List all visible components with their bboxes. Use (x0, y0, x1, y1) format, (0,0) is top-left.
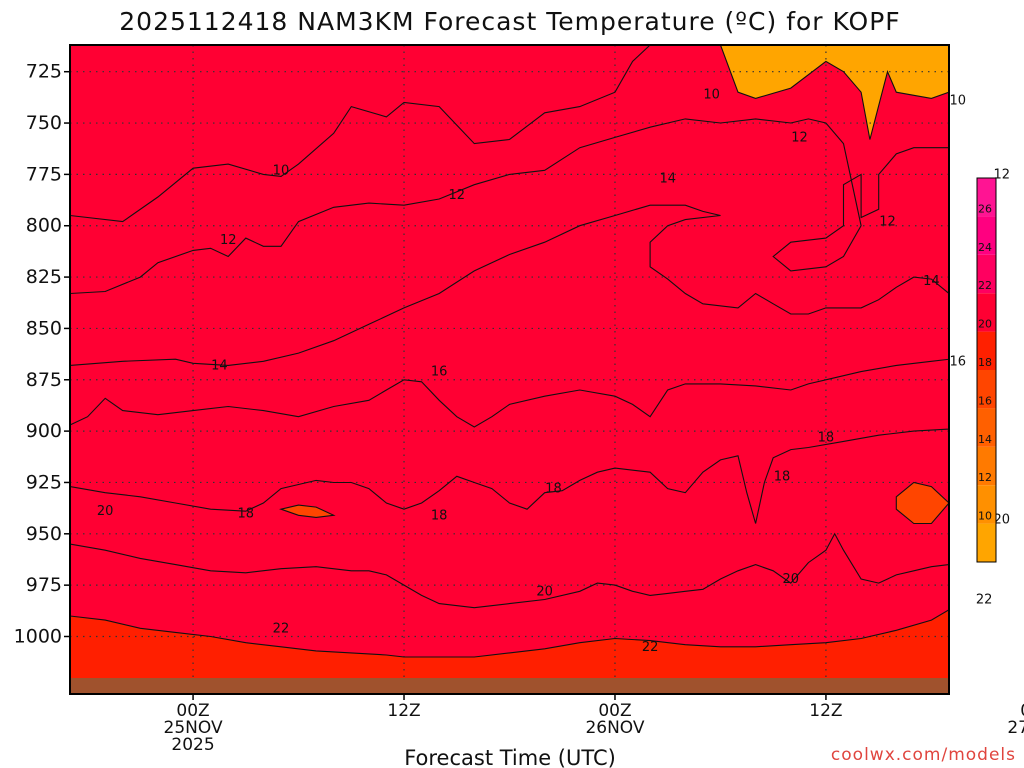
chart-title: 2025112418 NAM3KM Forecast Temperature (… (119, 7, 900, 36)
y-tick-label: 850 (26, 317, 62, 339)
colorbar-label: 10 (978, 510, 992, 523)
colorbar-band (977, 293, 996, 332)
y-tick-label: 725 (26, 61, 62, 83)
y-tick-label: 950 (26, 523, 62, 545)
colorbar-label: 26 (978, 202, 992, 215)
contour-label: 22 (976, 593, 993, 608)
colorbar-label: 18 (978, 356, 992, 369)
colorbar-band (977, 523, 996, 562)
x-axis: 00Z25NOV202512Z00Z26NOV12Z00Z27NOV (164, 694, 1024, 755)
colorbar-band (977, 254, 996, 294)
contour-label: 10 (703, 87, 720, 102)
x-tick-label: 00Z (1020, 701, 1024, 721)
contour-label: 12 (993, 167, 1010, 182)
colorbar-band (977, 178, 996, 217)
contour-label: 12 (448, 188, 465, 203)
colorbar-label: 16 (978, 394, 992, 407)
contour-label: 12 (220, 233, 237, 248)
contour-label: 22 (273, 621, 290, 636)
colorbar-band (977, 446, 996, 486)
isotherm-14 (70, 204, 949, 366)
isotherm-lines (70, 45, 949, 658)
x-axis-label: Forecast Time (UTC) (404, 746, 616, 768)
isotherm-20 (70, 532, 949, 609)
contour-label: 12 (879, 215, 896, 230)
plot-frame (69, 44, 950, 695)
contour-label: 18 (818, 430, 835, 445)
contour-label: 20 (993, 512, 1010, 527)
colorbar-band (977, 408, 996, 447)
colorbar-band (977, 485, 996, 524)
y-tick-label: 975 (26, 574, 62, 596)
contour-label: 18 (431, 508, 448, 523)
contour-label: 18 (774, 469, 791, 484)
contour-label: 10 (273, 163, 290, 178)
isotherm-10 (70, 45, 651, 223)
fill-island-18 (281, 505, 334, 518)
contour-labels: 10 10 10 12 12 12 12 12 14 14 14 16 16 18 18 18 18 18 20 20… (97, 87, 1010, 654)
isotherm-16 (70, 358, 949, 428)
y-tick-label: 900 (26, 420, 62, 442)
x-tick-label: 12Z (809, 701, 842, 721)
contour-label: 14 (659, 171, 676, 186)
x-tick-label: 00Z (598, 701, 631, 721)
colorbar-label: 14 (978, 433, 992, 446)
x-tick-label: 12Z (387, 701, 420, 721)
colorbar-label: 22 (978, 279, 992, 292)
y-tick-label: 925 (26, 471, 62, 493)
ground-surface (70, 678, 949, 694)
isotherm-18 (279, 504, 336, 518)
plot-area (70, 45, 949, 694)
contour-label: 22 (642, 640, 659, 655)
contour-label: 14 (211, 358, 228, 373)
temperature-fill-bands (70, 45, 949, 657)
grid-lines (70, 45, 949, 694)
colorbar-frame (976, 177, 997, 563)
colorbar: 10 12 14 16 18 20 22 24 26 (976, 177, 997, 563)
contour-label: 18 (545, 482, 562, 497)
fill-band-below-22 (70, 45, 949, 657)
colorbar-band (977, 331, 996, 370)
x-tick-label: 00Z (176, 701, 209, 721)
y-axis: 725 750 775 800 825 850 875 900 925 950 975 1000 (14, 61, 70, 647)
y-tick-label: 825 (26, 266, 62, 288)
credit-text[interactable]: coolwx.com/models (831, 745, 1016, 765)
y-tick-label: 800 (26, 215, 62, 237)
isotherm-10 (719, 45, 949, 140)
contour-label: 16 (431, 365, 448, 380)
colorbar-label: 12 (978, 471, 992, 484)
fill-island-18 (896, 482, 949, 524)
isotherm-18 (895, 481, 949, 525)
x-tick-label: 27NOV (1007, 718, 1024, 738)
y-tick-label: 875 (26, 369, 62, 391)
contour-label: 12 (791, 130, 808, 145)
colorbar-band (977, 370, 996, 409)
x-tick-label: 25NOV (164, 718, 223, 738)
colorbar-label: 20 (978, 318, 992, 331)
contour-label: 10 (950, 93, 967, 108)
x-tick-label: 26NOV (585, 718, 644, 738)
colorbar-label: 24 (978, 241, 992, 254)
isotherm-12 (70, 118, 949, 295)
y-tick-label: 775 (26, 163, 62, 185)
contour-label: 20 (97, 504, 114, 519)
contour-label: 20 (783, 572, 800, 587)
isotherm-22 (70, 609, 949, 658)
fill-band-below-10-east (720, 45, 949, 140)
contour-label: 14 (923, 274, 940, 289)
colorbar-band (977, 216, 996, 255)
contour-label: 16 (950, 354, 967, 369)
isotherm-18 (70, 428, 949, 524)
y-tick-label: 1000 (14, 625, 62, 647)
x-tick-label: 2025 (171, 735, 214, 755)
contour-label: 20 (536, 584, 553, 599)
contour-label: 18 (238, 506, 255, 521)
y-tick-label: 750 (26, 112, 62, 134)
